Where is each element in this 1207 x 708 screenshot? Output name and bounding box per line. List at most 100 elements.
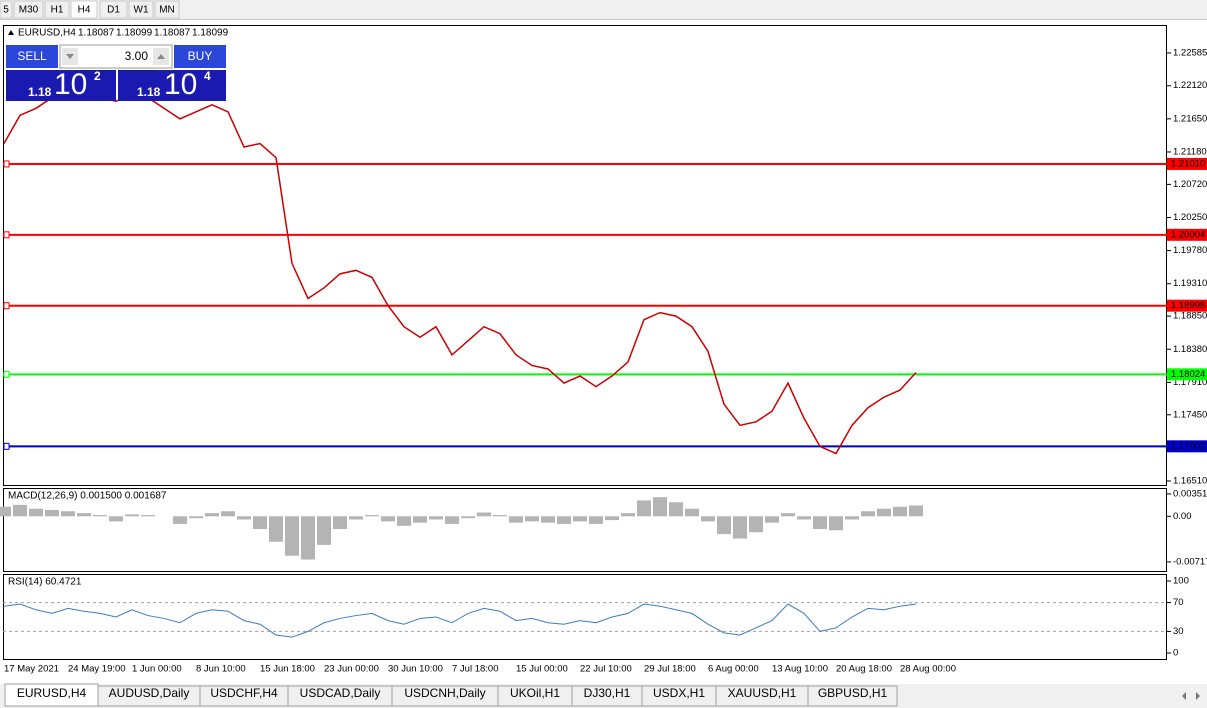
level-price-label: 1.18998 xyxy=(1171,300,1205,311)
macd-bar xyxy=(125,514,139,517)
y-tick-label: 1.18380 xyxy=(1173,344,1207,355)
panel-title: EURUSD,H4 xyxy=(18,28,76,39)
macd-bar xyxy=(445,516,459,524)
panel-title: RSI(14) 60.4721 xyxy=(8,577,82,588)
x-tick-label: 23 Jun 00:00 xyxy=(324,664,379,675)
volume-box[interactable] xyxy=(59,44,173,69)
timeframe-label: W1 xyxy=(134,5,149,16)
ask-pips: 10 xyxy=(164,68,197,101)
macd-bar xyxy=(589,516,603,524)
y-tick-label: 1.17910 xyxy=(1173,377,1207,388)
y-tick-label: 1.21180 xyxy=(1173,146,1207,157)
y-tick-label: 1.22585 xyxy=(1173,47,1207,58)
rsi-panel xyxy=(3,574,1167,660)
x-tick-label: 17 May 2021 xyxy=(4,664,59,675)
level-price-box xyxy=(1167,157,1207,170)
macd-panel xyxy=(3,488,1167,572)
timeframe-button[interactable] xyxy=(70,0,98,19)
macd-bar xyxy=(13,504,27,517)
chart-tab-label: AUDUSD,Daily xyxy=(109,686,190,700)
panel-title: MACD(12,26,9) 0.001500 0.001687 xyxy=(8,491,167,502)
macd-bar xyxy=(253,516,267,530)
macd-bar xyxy=(541,516,555,523)
macd-bar xyxy=(141,515,155,517)
volume-value[interactable]: 3.00 xyxy=(125,49,149,63)
macd-bar xyxy=(317,516,331,545)
macd-bar xyxy=(93,515,107,517)
level-handle xyxy=(3,442,10,450)
x-tick-label: 29 Jul 18:00 xyxy=(644,664,696,675)
macd-bar xyxy=(877,508,891,517)
x-tick-label: 15 Jun 18:00 xyxy=(260,664,315,675)
sell-button[interactable] xyxy=(6,45,58,68)
macd-bar xyxy=(381,516,395,522)
macd-bar xyxy=(861,511,875,517)
macd-bar xyxy=(493,515,507,517)
chart-tab-label: USDCAD,Daily xyxy=(300,686,381,700)
toolbar xyxy=(0,0,1207,20)
buy-label: BUY xyxy=(188,49,213,63)
macd-bar xyxy=(637,500,651,517)
collapse-icon[interactable] xyxy=(8,30,14,35)
timeframe-label: H4 xyxy=(78,5,91,16)
chart-tab-label: UKOil,H1 xyxy=(510,686,560,700)
x-tick-label: 8 Jun 10:00 xyxy=(196,664,246,675)
ask-big: 1.18 xyxy=(137,85,161,99)
x-tick-label: 24 May 19:00 xyxy=(68,664,126,675)
macd-bar xyxy=(29,508,43,517)
buy-button[interactable] xyxy=(174,45,226,68)
level-price-box xyxy=(1167,299,1207,312)
timeframe-label: 5 xyxy=(3,5,9,16)
x-tick-label: 13 Aug 10:00 xyxy=(772,664,828,675)
level-handle xyxy=(3,160,10,168)
chart-tab-label: USDCNH,Daily xyxy=(404,686,485,700)
tab-scroll-left[interactable] xyxy=(1182,692,1186,700)
x-tick-label: 22 Jul 10:00 xyxy=(580,664,632,675)
macd-bar xyxy=(749,516,763,533)
macd-bar xyxy=(733,516,747,539)
timeframe-button[interactable] xyxy=(0,0,13,19)
macd-bar xyxy=(509,516,523,523)
level-price-box xyxy=(1167,228,1207,241)
y-tick-label: 1.20250 xyxy=(1173,212,1207,223)
level-handle xyxy=(3,370,10,378)
timeframe-button[interactable] xyxy=(13,0,44,19)
tab-scroll-right[interactable] xyxy=(1196,692,1200,700)
macd-bar xyxy=(573,516,587,522)
timeframe-button[interactable] xyxy=(128,0,154,19)
timeframe-button[interactable] xyxy=(99,0,128,19)
macd-bar xyxy=(221,511,235,517)
timeframe-button[interactable] xyxy=(154,0,180,19)
chart-tab[interactable] xyxy=(807,685,898,707)
sell-label: SELL xyxy=(17,49,47,63)
bid-box[interactable] xyxy=(6,70,116,101)
y-tick-label: 1.18850 xyxy=(1173,311,1207,322)
macd-bar xyxy=(301,516,315,560)
macd-bar xyxy=(77,513,91,517)
macd-bar xyxy=(765,516,779,523)
level-price-box xyxy=(1167,368,1207,381)
one-click-trading: SELL 3.00 BUY 1.18 10 2 1.18 10 4 xyxy=(6,44,226,101)
timeframe-label: M30 xyxy=(19,5,39,16)
level-price-label: 1.17002 xyxy=(1171,441,1205,452)
x-tick-label: 7 Jul 18:00 xyxy=(452,664,498,675)
timeframe-button[interactable] xyxy=(44,0,70,19)
chart-tab-label: USDCHF,H4 xyxy=(210,686,278,700)
macd-bar xyxy=(189,516,203,519)
macd-bar xyxy=(829,516,843,531)
x-tick-label: 20 Aug 18:00 xyxy=(836,664,892,675)
ask-box[interactable] xyxy=(118,70,226,101)
x-tick-label: 15 Jul 00:00 xyxy=(516,664,568,675)
y-tick-label: 1.20720 xyxy=(1173,179,1207,190)
level-handle xyxy=(3,231,10,239)
y-tick-label: 1.21650 xyxy=(1173,113,1207,124)
macd-bar xyxy=(397,516,411,526)
macd-bar xyxy=(285,516,299,556)
bid-big: 1.18 xyxy=(28,85,52,99)
chart-tab-label: DJ30,H1 xyxy=(584,686,631,700)
macd-bar xyxy=(685,508,699,517)
price-panel xyxy=(3,25,1167,486)
level-price-label: 1.18024 xyxy=(1171,369,1205,380)
y-tick-label: 1.22120 xyxy=(1173,80,1207,91)
